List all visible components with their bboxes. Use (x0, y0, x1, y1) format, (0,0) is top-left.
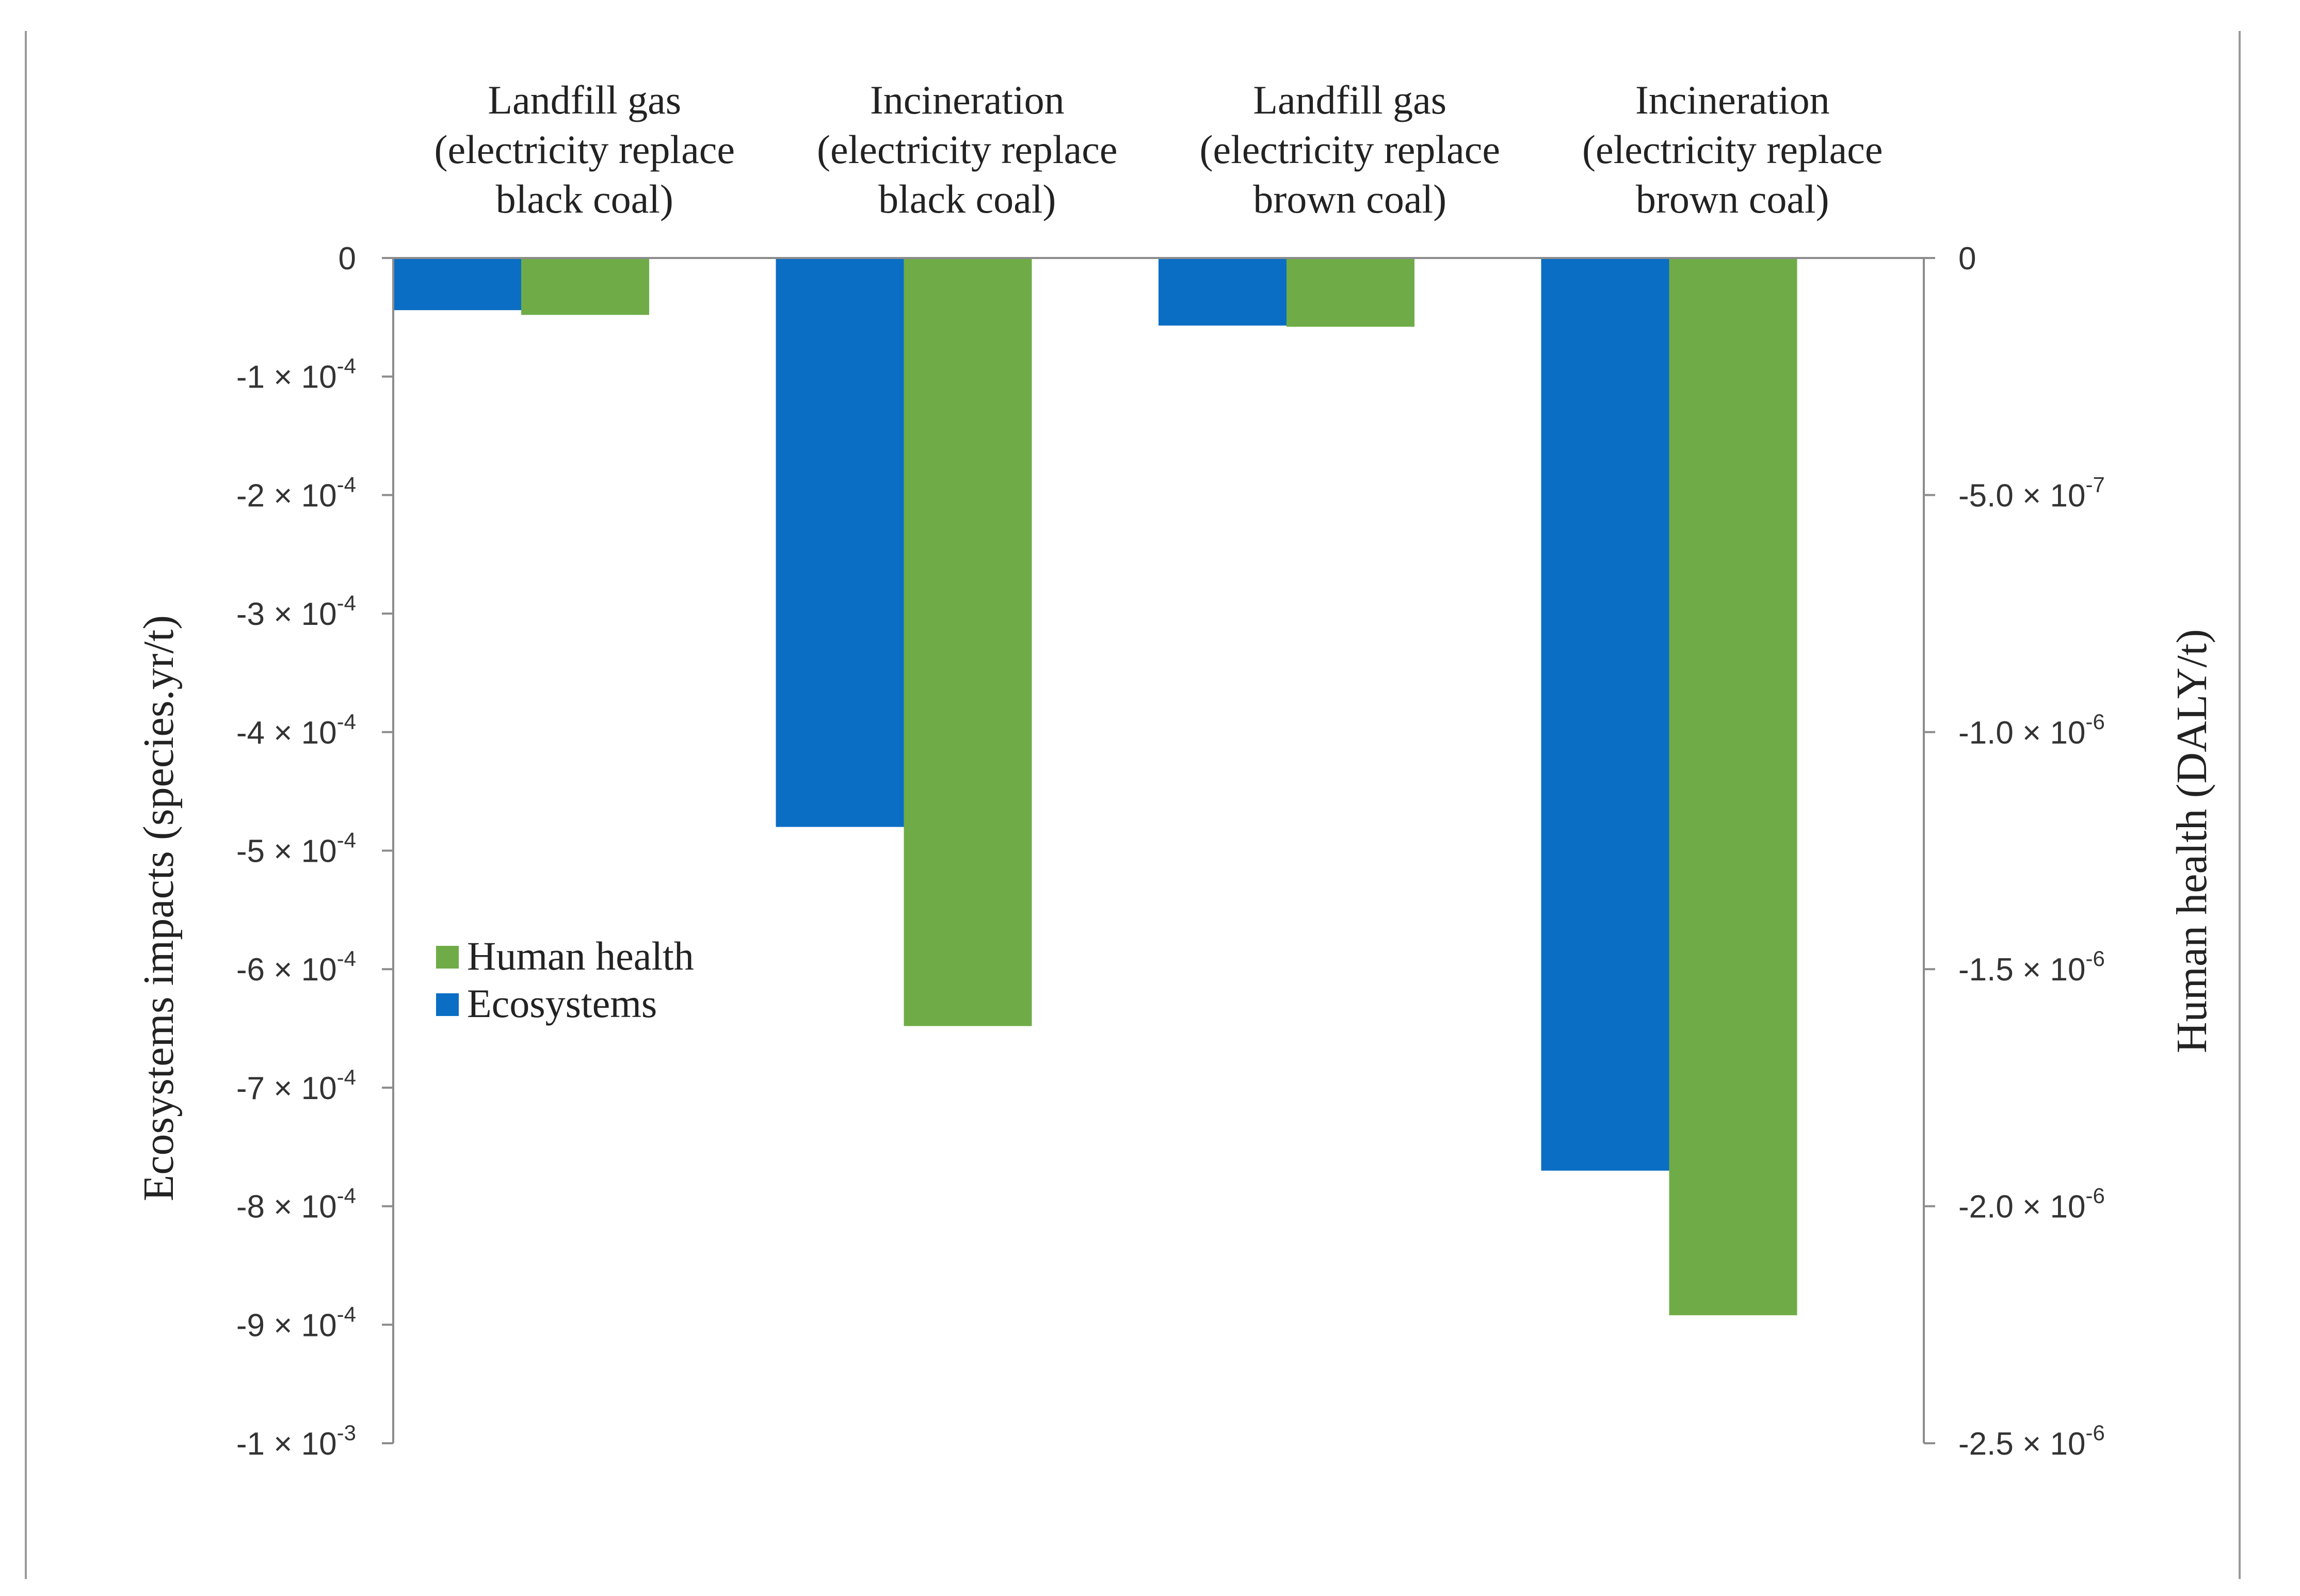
left-tick-label-mantissa: -4 × 10 (236, 715, 337, 751)
left-tick-label: -8 × 10-4 (236, 1184, 356, 1225)
left-tick-label-exponent: -4 (337, 354, 356, 378)
left-tick-label-exponent: -4 (337, 710, 356, 734)
right-tick-label-exponent: -6 (2085, 1184, 2104, 1208)
left-tick-label: -4 × 10-4 (236, 710, 356, 751)
left-tick-label: -2 × 10-4 (236, 472, 356, 513)
legend-label: Ecosystems (467, 981, 657, 1026)
right-tick-label: -2.5 × 10-6 (1958, 1421, 2105, 1462)
right-tick-label-mantissa: -1.0 × 10 (1958, 715, 2085, 751)
bar-human-health-1 (521, 258, 649, 315)
right-tick-label-mantissa: -2.5 × 10 (1958, 1426, 2085, 1462)
left-tick-label: -6 × 10-4 (236, 946, 356, 988)
bar-ecosystems-4 (1541, 258, 1669, 1171)
category-label-line: Landfill gas (488, 77, 681, 122)
category-label-line: brown coal) (1253, 176, 1446, 221)
left-tick-label-exponent: -4 (337, 1302, 356, 1326)
right-tick-label: -1.0 × 10-6 (1958, 710, 2105, 751)
bar-human-health-3 (1286, 258, 1414, 327)
legend-swatch-ecosystems (436, 993, 459, 1016)
left-tick-label: -1 × 10-4 (236, 354, 356, 395)
bar-human-health-4 (1669, 258, 1797, 1315)
bar-human-health-2 (904, 258, 1032, 1026)
left-tick-label: -9 × 10-4 (236, 1302, 356, 1343)
category-label-line: (electricity replace (1200, 127, 1500, 172)
category-label-line: Incineration (870, 77, 1065, 122)
left-tick-label-mantissa: -1 × 10 (236, 360, 337, 395)
left-tick-label-mantissa: -5 × 10 (236, 834, 337, 869)
category-label-line: Incineration (1635, 77, 1830, 122)
left-tick-label-mantissa: 0 (339, 241, 356, 277)
left-tick-label-mantissa: -2 × 10 (236, 478, 337, 513)
bar-ecosystems-3 (1159, 258, 1286, 326)
left-tick-label-exponent: -4 (337, 472, 356, 496)
left-tick-label-exponent: -4 (337, 1184, 356, 1208)
y-axis-label-right: Human health (DALY/t) (2168, 629, 2216, 1053)
left-tick-label-mantissa: -1 × 10 (236, 1426, 337, 1462)
category-label-line: (electricity replace (817, 127, 1117, 172)
right-tick-label-exponent: -6 (2085, 710, 2104, 734)
bar-ecosystems-2 (776, 258, 904, 827)
legend-swatch-human-health (436, 946, 459, 969)
left-tick-label-mantissa: -8 × 10 (236, 1189, 337, 1225)
left-tick-label: -1 × 10-3 (236, 1421, 356, 1462)
right-tick-label-mantissa: -2.0 × 10 (1958, 1189, 2085, 1225)
left-tick-label: -3 × 10-4 (236, 591, 356, 632)
right-tick-label-exponent: -7 (2085, 472, 2104, 496)
left-tick-label-exponent: -4 (337, 591, 356, 615)
chart-frame (25, 31, 2241, 1579)
bars (393, 258, 1797, 1315)
category-label-line: black coal) (496, 176, 673, 221)
right-axis-ticks: 0-5.0 × 10-7-1.0 × 10-6-1.5 × 10-6-2.0 ×… (1924, 241, 2105, 1462)
category-label-line: black coal) (878, 176, 1056, 221)
left-tick-label-mantissa: -6 × 10 (236, 952, 337, 988)
right-tick-label: 0 (1958, 241, 1976, 277)
left-tick-label: 0 (339, 241, 356, 277)
left-tick-label-exponent: -4 (337, 828, 356, 852)
left-tick-label: -5 × 10-4 (236, 828, 356, 869)
left-tick-label-exponent: -4 (337, 946, 356, 971)
right-tick-label-mantissa: -5.0 × 10 (1958, 478, 2085, 513)
right-tick-label-exponent: -6 (2085, 1421, 2104, 1445)
right-tick-label-mantissa: -1.5 × 10 (1958, 952, 2085, 988)
right-tick-label: -1.5 × 10-6 (1958, 946, 2105, 988)
right-tick-label: -5.0 × 10-7 (1958, 472, 2105, 513)
left-tick-label: -7 × 10-4 (236, 1065, 356, 1106)
right-tick-label-exponent: -6 (2085, 946, 2104, 971)
category-label-line: (electricity replace (1582, 127, 1883, 172)
y-axis-label-left: Ecosystems impacts (species.yr/t) (135, 615, 183, 1201)
left-tick-label-exponent: -4 (337, 1065, 356, 1089)
category-label-line: Landfill gas (1253, 77, 1446, 122)
left-axis-ticks: 0-1 × 10-4-2 × 10-4-3 × 10-4-4 × 10-4-5 … (236, 241, 393, 1462)
left-tick-label-mantissa: -7 × 10 (236, 1071, 337, 1106)
right-tick-label: -2.0 × 10-6 (1958, 1184, 2105, 1225)
category-label-line: (electricity replace (435, 127, 735, 172)
bar-ecosystems-1 (393, 258, 521, 311)
left-tick-label-mantissa: -3 × 10 (236, 597, 337, 632)
right-tick-label-mantissa: 0 (1958, 241, 1976, 277)
category-label-line: brown coal) (1636, 176, 1829, 221)
left-tick-label-exponent: -3 (337, 1421, 356, 1445)
legend-label: Human health (467, 933, 694, 978)
left-tick-label-mantissa: -9 × 10 (236, 1308, 337, 1343)
